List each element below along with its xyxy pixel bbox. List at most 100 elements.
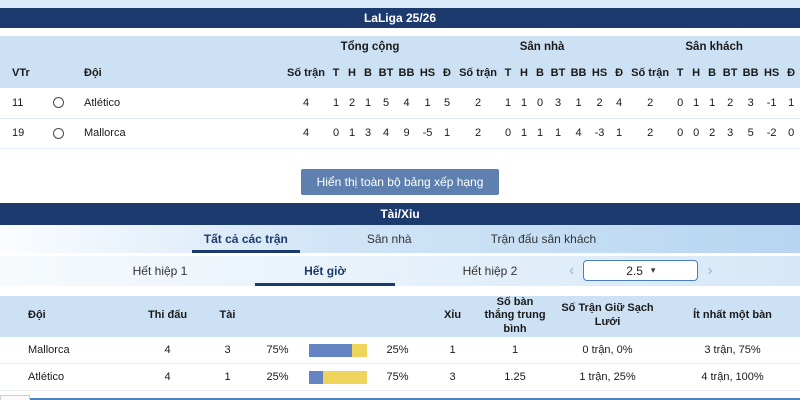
over-under-bar [308, 343, 367, 357]
over-pct-cell: 25% [250, 363, 305, 392]
team-header: Đội [72, 58, 284, 88]
stat-cell: -5 [417, 118, 438, 149]
team-logo-icon [52, 97, 64, 109]
table-row: 11 Atlético 4 1 2 1 5 4 1 5 2 1 1 0 3 1 … [0, 88, 800, 119]
prev-arrow-icon[interactable]: ‹ [569, 261, 575, 279]
pos-header: VTr [0, 58, 44, 88]
team-cell[interactable]: Atlético [0, 363, 130, 392]
tab-all-matches[interactable]: Tất cả các trận [191, 225, 300, 253]
stat-cell: 4 [284, 88, 328, 119]
stat-cell: 2 [456, 118, 501, 149]
stat-cell: 3 [360, 118, 376, 149]
tab-away-matches[interactable]: Trận đấu sân khách [490, 231, 597, 246]
col-header: HS [417, 58, 438, 88]
partial-section-bar [30, 398, 800, 400]
over-under-table: Đội Thi đấu Tài Xỉu Số bàn thắng trung b… [0, 295, 800, 392]
stat-cell: 0 [532, 88, 549, 119]
stat-cell: 2 [628, 88, 673, 119]
stat-cell: 0 [688, 118, 705, 149]
col-header: HS [589, 58, 611, 88]
stat-cell: 4 [396, 88, 417, 119]
stat-cell: -2 [761, 118, 783, 149]
stat-cell: 1 [782, 88, 800, 119]
stat-cell: 4 [376, 118, 396, 149]
goal-line-value: 2.5 [626, 263, 643, 278]
goal-line-dropdown[interactable]: 2.5 ▾ [583, 260, 699, 281]
col-header: BT [376, 58, 396, 88]
stat-cell: 1 [610, 118, 629, 149]
stat-cell: 1 [438, 118, 457, 149]
ou-played-header: Thi đấu [130, 295, 205, 337]
show-full-standings-button[interactable]: Hiển thị toàn bộ bảng xếp hạng [300, 168, 500, 195]
ou-clean-sheets-header: Số Trận Giữ Sạch Lưới [550, 295, 665, 337]
stat-cell: 1 [500, 88, 517, 119]
group-header-home: Sân nhà [456, 36, 629, 58]
match-scope-tabs: Tất cả các trận Sân nhà Trận đấu sân khá… [0, 224, 800, 253]
col-header: B [360, 58, 376, 88]
stat-cell: -1 [761, 88, 783, 119]
col-header: H [516, 58, 533, 88]
ou-under-header: Xỉu [425, 295, 480, 337]
logo-cell [44, 88, 72, 119]
col-header: T [500, 58, 517, 88]
ou-spacer-header [250, 295, 305, 337]
under-pct-cell: 75% [370, 363, 425, 392]
period-tabs: Hết hiệp 1 Hết giờ Hết hiệp 2 ‹ 2.5 ▾ › [0, 255, 800, 286]
ou-header-row: Đội Thi đấu Tài Xỉu Số bàn thắng trung b… [0, 295, 800, 337]
stat-cell: 1 [516, 118, 533, 149]
over-bar [308, 343, 352, 357]
stat-cell: 1 [360, 88, 376, 119]
team-cell[interactable]: Mallorca [72, 118, 284, 149]
stat-cell: 1 [417, 88, 438, 119]
tab-full-time[interactable]: Hết giờ [255, 256, 395, 286]
over-pct-cell: 75% [250, 336, 305, 365]
under-count-cell: 3 [425, 363, 480, 392]
group-header-spacer [0, 36, 284, 58]
stat-cell: 0 [672, 88, 689, 119]
tab-second-half[interactable]: Hết hiệp 2 [462, 263, 518, 278]
avg-goals-cell: 1 [480, 336, 550, 365]
ou-spacer-header [305, 295, 370, 337]
partial-cell [0, 395, 30, 400]
table-row: Atlético 4 1 25% 75% 3 1.25 1 trận, 25% … [0, 363, 800, 392]
next-arrow-icon[interactable]: › [707, 261, 713, 279]
clean-sheets-cell: 0 trận, 0% [550, 336, 665, 365]
stat-cell: 1 [548, 118, 569, 149]
stat-cell: 4 [610, 88, 629, 119]
tab-home[interactable]: Sân nhà [366, 231, 412, 246]
col-header: Số trận [628, 58, 673, 88]
col-header: Đ [782, 58, 800, 88]
team-cell[interactable]: Mallorca [0, 336, 130, 365]
ratio-bar-cell [305, 336, 370, 365]
stat-cell: 2 [589, 88, 611, 119]
avg-goals-cell: 1.25 [480, 363, 550, 392]
stat-cell: 0 [782, 118, 800, 149]
over-count-cell: 1 [205, 363, 250, 392]
stat-cell: 0 [328, 118, 344, 149]
at-least-one-cell: 3 trận, 75% [665, 336, 800, 365]
col-header: BB [740, 58, 762, 88]
stat-cell: 5 [376, 88, 396, 119]
pos-cell: 19 [0, 118, 44, 149]
group-header-row: Tổng cộng Sân nhà Sân khách [0, 36, 800, 58]
logo-header [44, 58, 72, 88]
col-header: BT [720, 58, 741, 88]
col-header: T [328, 58, 344, 88]
team-cell[interactable]: Atlético [72, 88, 284, 119]
over-under-bar [308, 370, 367, 384]
under-pct-cell: 25% [370, 336, 425, 365]
col-header: T [672, 58, 689, 88]
stat-cell: 1 [704, 88, 721, 119]
played-cell: 4 [130, 336, 205, 365]
page-top-strip [0, 0, 800, 8]
team-logo-icon [52, 127, 64, 139]
tab-first-half[interactable]: Hết hiệp 1 [132, 263, 188, 278]
col-header: B [532, 58, 549, 88]
ratio-bar-cell [305, 363, 370, 392]
ou-team-header: Đội [0, 295, 130, 337]
stat-cell: 2 [456, 88, 501, 119]
ou-avg-goals-header: Số bàn thắng trung bình [480, 295, 550, 337]
stat-cell: 4 [284, 118, 328, 149]
ou-spacer-header [370, 295, 425, 337]
col-header: H [344, 58, 360, 88]
